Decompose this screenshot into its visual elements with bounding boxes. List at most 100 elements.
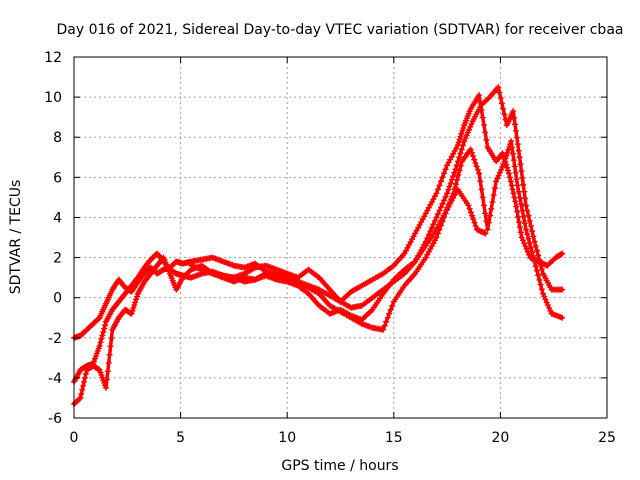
data-point-marker — [505, 167, 511, 174]
data-point-marker — [526, 240, 533, 247]
data-point-marker — [538, 266, 545, 272]
data-point-marker — [97, 339, 104, 346]
data-point-marker — [509, 150, 516, 157]
data-point-marker — [515, 188, 522, 195]
data-point-marker — [387, 306, 394, 313]
data-layer — [71, 84, 566, 407]
data-point-marker — [457, 133, 464, 140]
data-point-marker — [436, 182, 443, 189]
data-point-marker — [529, 249, 536, 256]
data-point-marker — [523, 246, 530, 252]
y-tick-label: 8 — [53, 130, 62, 146]
x-tick-label: 20 — [491, 430, 509, 446]
y-tick-label: 4 — [53, 210, 62, 226]
data-point-marker — [507, 178, 514, 185]
data-point-marker — [107, 343, 114, 350]
data-point-marker — [458, 146, 465, 153]
plot-frame — [73, 56, 608, 419]
data-point-marker — [518, 168, 525, 174]
data-point-marker — [380, 326, 387, 333]
data-point-marker — [510, 157, 517, 164]
data-point-marker — [485, 219, 492, 226]
data-point-marker — [513, 176, 520, 183]
data-point-marker — [472, 223, 479, 229]
data-point-marker — [540, 290, 546, 297]
data-point-marker — [514, 141, 521, 148]
y-tick-label: 12 — [44, 50, 62, 66]
data-point-marker — [532, 263, 539, 270]
data-point-marker — [496, 89, 503, 96]
data-point-marker — [100, 329, 107, 335]
data-point-marker — [519, 174, 526, 181]
data-point-marker — [479, 194, 486, 201]
data-point-marker — [478, 186, 485, 193]
data-point-marker — [559, 286, 566, 293]
data-point-marker — [530, 254, 537, 260]
data-point-marker — [386, 310, 393, 317]
data-point-marker — [442, 166, 449, 173]
tick-layer: 0 5 10 15 20 25 -6 -4 -2 0 2 4 6 8 10 12 — [44, 50, 616, 446]
data-point-marker — [542, 296, 549, 303]
y-tick-label: -2 — [48, 331, 62, 347]
x-tick-label: 10 — [278, 430, 296, 446]
data-point-marker — [449, 176, 455, 183]
data-point-marker — [509, 144, 515, 151]
x-tick-label: 5 — [176, 430, 185, 446]
data-point-marker — [505, 146, 512, 153]
data-point-marker — [438, 204, 444, 211]
data-point-marker — [130, 305, 137, 311]
data-point-marker — [535, 272, 542, 279]
data-point-marker — [452, 166, 459, 173]
data-point-marker — [452, 181, 459, 188]
data-point-marker — [523, 202, 529, 209]
data-point-marker — [439, 218, 446, 225]
data-point-marker — [450, 173, 457, 180]
data-point-marker — [381, 322, 388, 329]
data-point-marker — [516, 224, 523, 231]
data-point-marker — [81, 378, 88, 385]
data-point-marker — [473, 163, 480, 170]
data-point-marker — [460, 125, 467, 132]
data-point-marker — [454, 142, 461, 149]
y-tick-label: 0 — [53, 291, 62, 307]
data-point-marker — [428, 224, 435, 231]
data-point-marker — [515, 213, 522, 220]
data-point-marker — [469, 212, 476, 219]
data-point-marker — [455, 139, 462, 146]
x-tick-label: 15 — [385, 430, 403, 446]
data-point-marker — [441, 170, 448, 177]
data-point-marker — [529, 228, 536, 235]
data-point-marker — [82, 374, 88, 381]
data-point-marker — [508, 138, 515, 145]
data-point-marker — [457, 162, 464, 169]
x-tick-label: 0 — [70, 430, 79, 446]
data-point-marker — [493, 178, 500, 185]
data-point-marker — [536, 256, 543, 263]
data-point-marker — [482, 129, 489, 136]
data-point-marker — [471, 219, 478, 226]
data-point-marker — [514, 182, 521, 189]
data-point-marker — [461, 138, 468, 145]
data-point-marker — [465, 202, 472, 209]
data-point-marker — [433, 190, 440, 197]
y-tick-label: 6 — [53, 170, 62, 186]
data-point-marker — [512, 198, 519, 205]
data-point-marker — [467, 123, 474, 130]
data-point-marker — [543, 299, 550, 306]
data-point-marker — [503, 152, 510, 159]
data-point-marker — [559, 250, 566, 257]
data-point-marker — [547, 307, 554, 314]
data-point-marker — [483, 136, 490, 143]
data-point-marker — [499, 164, 506, 170]
data-point-marker — [521, 220, 528, 227]
data-point-marker — [463, 132, 470, 139]
data-point-marker — [476, 92, 483, 99]
data-point-marker — [459, 127, 466, 134]
data-point-marker — [522, 195, 529, 202]
data-point-marker — [442, 210, 449, 217]
data-point-marker — [507, 141, 514, 148]
data-point-marker — [439, 200, 446, 207]
data-point-marker — [535, 252, 542, 259]
